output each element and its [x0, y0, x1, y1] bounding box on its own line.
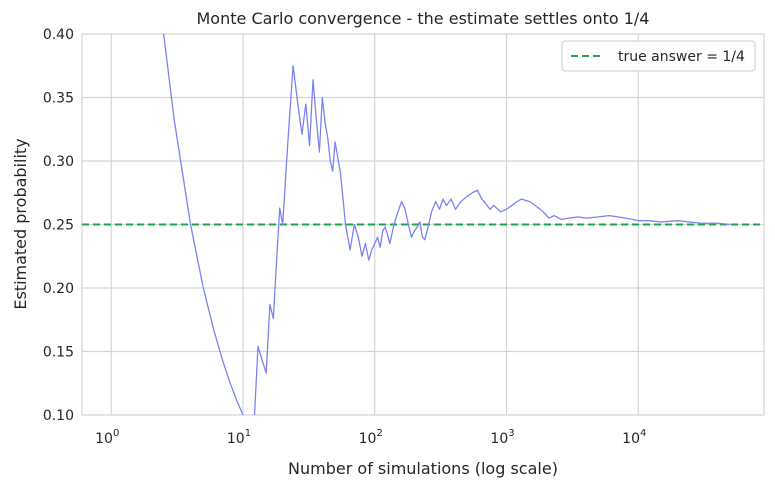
x-tick-base: 10	[227, 431, 245, 447]
y-tick-label: 0.25	[43, 218, 74, 234]
y-tick-label: 0.30	[43, 154, 74, 170]
x-tick-exponent: 3	[508, 428, 514, 439]
series-group	[163, 34, 731, 415]
y-tick-labels: 0.10 0.15 0.20 0.25 0.30 0.35 0.40	[43, 27, 74, 424]
series-line-estimate	[163, 34, 731, 415]
x-tick-base: 10	[622, 431, 640, 447]
x-tick-exponent: 1	[245, 428, 251, 439]
x-tick-exponent: 0	[113, 428, 119, 439]
y-tick-label: 0.10	[43, 408, 74, 424]
x-tick-labels: 100 101 102 103 104	[95, 428, 646, 447]
x-tick-base: 10	[359, 431, 377, 447]
x-tick-label: 104	[622, 428, 646, 447]
x-tick-exponent: 4	[640, 428, 646, 439]
x-tick-exponent: 2	[376, 428, 382, 439]
x-tick-label: 102	[359, 428, 383, 447]
x-tick-label: 103	[490, 428, 514, 447]
x-axis-label: Number of simulations (log scale)	[288, 459, 558, 478]
chart-title: Monte Carlo convergence - the estimate s…	[197, 9, 650, 28]
y-tick-label: 0.20	[43, 281, 74, 297]
x-tick-label: 100	[95, 428, 119, 447]
x-tick-base: 10	[490, 431, 508, 447]
legend-label-reference: true answer = 1/4	[618, 49, 745, 65]
y-axis-label: Estimated probability	[11, 138, 30, 309]
x-tick-label: 101	[227, 428, 251, 447]
x-tick-base: 10	[95, 431, 113, 447]
legend: true answer = 1/4	[561, 40, 756, 72]
y-tick-label: 0.40	[43, 27, 74, 43]
y-tick-label: 0.35	[43, 91, 74, 107]
y-tick-label: 0.15	[43, 345, 74, 361]
legend-box	[561, 40, 756, 72]
